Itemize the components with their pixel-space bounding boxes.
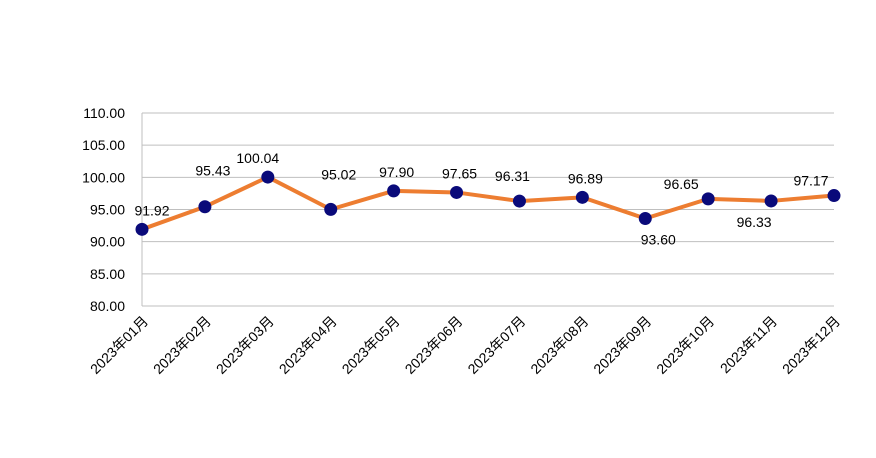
data-label: 95.02 bbox=[321, 166, 356, 182]
data-label: 97.65 bbox=[442, 165, 477, 181]
data-label: 93.60 bbox=[641, 232, 676, 248]
data-label: 96.89 bbox=[568, 170, 603, 186]
x-tick-label: 2023年04月 bbox=[276, 313, 340, 377]
x-tick-label: 2023年03月 bbox=[213, 313, 277, 377]
x-axis: 2023年01月2023年02月2023年03月2023年04月2023年05月… bbox=[87, 313, 843, 377]
y-tick-label: 80.00 bbox=[90, 298, 125, 314]
x-tick-label: 2023年06月 bbox=[402, 313, 466, 377]
data-point-marker bbox=[575, 190, 589, 204]
y-tick-label: 85.00 bbox=[90, 266, 125, 282]
data-point-marker bbox=[701, 192, 715, 206]
x-tick-label: 2023年01月 bbox=[87, 313, 151, 377]
x-tick-label: 2023年11月 bbox=[717, 313, 780, 376]
series-line bbox=[140, 175, 836, 232]
data-label: 95.43 bbox=[195, 163, 230, 179]
x-tick-label: 2023年12月 bbox=[779, 313, 843, 377]
data-point-marker bbox=[387, 184, 401, 198]
data-label: 97.17 bbox=[793, 173, 828, 189]
data-point-marker bbox=[135, 222, 149, 236]
x-tick-label: 2023年05月 bbox=[339, 313, 403, 377]
data-label: 96.31 bbox=[495, 168, 530, 184]
data-point-marker bbox=[512, 194, 526, 208]
y-tick-label: 95.00 bbox=[90, 202, 125, 218]
data-point-marker bbox=[261, 170, 275, 184]
data-point-marker bbox=[827, 189, 841, 203]
data-point-marker bbox=[450, 185, 464, 199]
x-tick-label: 2023年02月 bbox=[150, 313, 214, 377]
x-tick-label: 2023年10月 bbox=[653, 313, 717, 377]
x-tick-label: 2023年09月 bbox=[590, 313, 654, 377]
y-tick-label: 105.00 bbox=[82, 137, 125, 153]
data-point-marker bbox=[638, 212, 652, 226]
y-tick-label: 90.00 bbox=[90, 234, 125, 250]
data-point-marker bbox=[764, 194, 778, 208]
series-markers bbox=[135, 170, 841, 236]
data-labels: 91.92 95.43 100.04 95.02 97.90 97.65 96.31 96.8… bbox=[134, 150, 828, 247]
data-point-marker bbox=[198, 200, 212, 214]
x-tick-label: 2023年07月 bbox=[464, 313, 528, 377]
y-tick-label: 110.00 bbox=[83, 105, 125, 121]
data-label: 91.92 bbox=[134, 202, 169, 218]
data-point-marker bbox=[324, 202, 338, 216]
data-label: 96.33 bbox=[737, 214, 772, 230]
y-axis: 80.00 85.00 90.00 95.00 100.00 105.00 110.00 bbox=[82, 105, 143, 314]
data-label: 96.65 bbox=[664, 176, 699, 192]
data-label: 100.04 bbox=[236, 150, 279, 166]
data-label: 97.90 bbox=[379, 164, 414, 180]
x-tick-label: 2023年08月 bbox=[527, 313, 591, 377]
y-tick-label: 100.00 bbox=[82, 169, 125, 185]
series-line-path bbox=[140, 175, 836, 232]
gridlines bbox=[142, 112, 834, 307]
